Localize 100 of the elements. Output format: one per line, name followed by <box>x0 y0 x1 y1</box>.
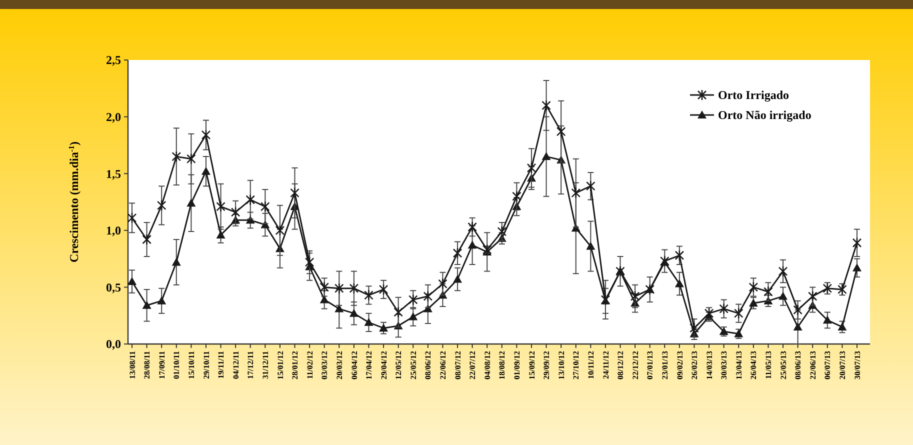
point <box>378 284 388 296</box>
point <box>764 286 773 298</box>
point <box>156 200 166 212</box>
x-tick-label: 19/11/11 <box>216 351 226 379</box>
x-tick-label: 04/08/12 <box>482 351 492 380</box>
point <box>408 312 418 320</box>
x-tick-label: 20/07/13 <box>838 351 848 380</box>
point <box>556 126 566 138</box>
point <box>586 242 596 250</box>
point <box>172 150 182 162</box>
point <box>423 290 433 302</box>
x-tick-label: 29/04/12 <box>379 351 388 380</box>
x-tick-label: 25/05/12 <box>408 351 418 380</box>
legend-label: Orto Não irrigado <box>718 108 812 122</box>
point <box>304 256 314 268</box>
point <box>660 255 670 267</box>
x-tick-label: 17/09/11 <box>157 351 166 380</box>
point <box>349 282 359 294</box>
point <box>142 300 152 309</box>
x-tick-label: 24/11/12 <box>601 351 610 380</box>
x-tick-label: 17/04/12 <box>364 351 374 380</box>
point <box>364 318 374 326</box>
point <box>142 234 152 246</box>
x-tick-label: 10/11/12 <box>586 351 596 380</box>
point <box>334 304 344 312</box>
x-tick-label: 25/05/13 <box>778 351 788 380</box>
point <box>172 258 181 266</box>
point <box>852 237 862 249</box>
x-tick-label: 27/10/12 <box>572 351 581 380</box>
point <box>320 282 329 293</box>
x-tick-label: 22/12/12 <box>630 351 640 380</box>
x-tick-label: 06/04/12 <box>350 351 359 380</box>
point <box>453 274 462 283</box>
point <box>822 316 832 324</box>
x-tick-label: 14/03/13 <box>704 351 714 380</box>
point <box>838 322 847 330</box>
point <box>542 100 551 112</box>
point <box>586 180 596 192</box>
legend-label: Orto Irrigado <box>718 88 789 102</box>
point <box>452 247 462 259</box>
y-tick-label: 2,5 <box>106 53 121 68</box>
point <box>497 226 507 238</box>
x-tick-label: 08/06/12 <box>424 351 433 380</box>
x-tick-label: 13/10/12 <box>556 351 566 380</box>
point <box>246 194 256 206</box>
x-tick-label: 26/02/13 <box>690 351 700 380</box>
x-tick-label: 31/12/11 <box>260 351 270 380</box>
point <box>645 284 655 296</box>
x-tick-label: 29/10/11 <box>202 351 211 380</box>
x-tick-label: 01/09/12 <box>512 351 522 380</box>
point <box>201 166 210 175</box>
x-tick-label: 18/08/12 <box>498 351 507 380</box>
x-tick-label: 08/12/12 <box>616 351 626 380</box>
point <box>793 304 802 316</box>
point <box>468 221 477 233</box>
x-tick-label: 26/04/13 <box>749 351 758 380</box>
point <box>438 278 448 290</box>
x-tick-label: 30/03/13 <box>720 351 729 380</box>
x-tick-label: 15/09/12 <box>527 351 536 380</box>
point <box>690 322 699 334</box>
point <box>719 303 728 314</box>
x-tick-label: 11/02/12 <box>305 351 314 380</box>
point <box>157 296 166 304</box>
x-tick-label: 07/01/13 <box>646 351 655 380</box>
point <box>275 224 285 236</box>
x-tick-label: 23/01/13 <box>660 351 670 380</box>
point <box>334 282 344 294</box>
point <box>778 266 788 277</box>
point <box>216 200 226 212</box>
point <box>468 240 477 249</box>
x-tick-label: 08/07/12 <box>453 351 462 380</box>
y-tick-label: 2,0 <box>106 110 121 124</box>
x-tick-label: 06/07/13 <box>823 351 832 380</box>
point <box>349 308 358 317</box>
point <box>630 290 640 302</box>
x-tick-label: 17/12/11 <box>246 351 256 380</box>
y-tick-label: 1,0 <box>106 224 121 238</box>
x-tick-label: 03/03/12 <box>320 351 330 380</box>
point <box>808 290 818 302</box>
point <box>186 198 196 207</box>
x-tick-label: 20/03/12 <box>334 351 344 380</box>
point <box>526 162 536 174</box>
x-tick-label: 28/08/11 <box>142 351 152 380</box>
point <box>793 322 802 330</box>
point <box>512 190 522 202</box>
x-tick-label: 13/08/11 <box>128 351 137 380</box>
x-tick-label: 13/04/13 <box>734 351 744 380</box>
point <box>186 153 196 164</box>
x-tick-label: 28/01/12 <box>290 351 300 380</box>
point <box>778 292 788 300</box>
point <box>127 212 137 224</box>
point <box>852 263 862 272</box>
point <box>571 187 581 199</box>
point <box>674 250 684 262</box>
point <box>379 324 388 332</box>
x-tick-label: 08/06/13 <box>794 351 803 380</box>
point <box>734 308 744 319</box>
x-tick-label: 11/05/13 <box>764 351 774 380</box>
x-tick-label: 01/10/11 <box>172 351 182 380</box>
y-tick-label: 0,0 <box>106 337 121 352</box>
